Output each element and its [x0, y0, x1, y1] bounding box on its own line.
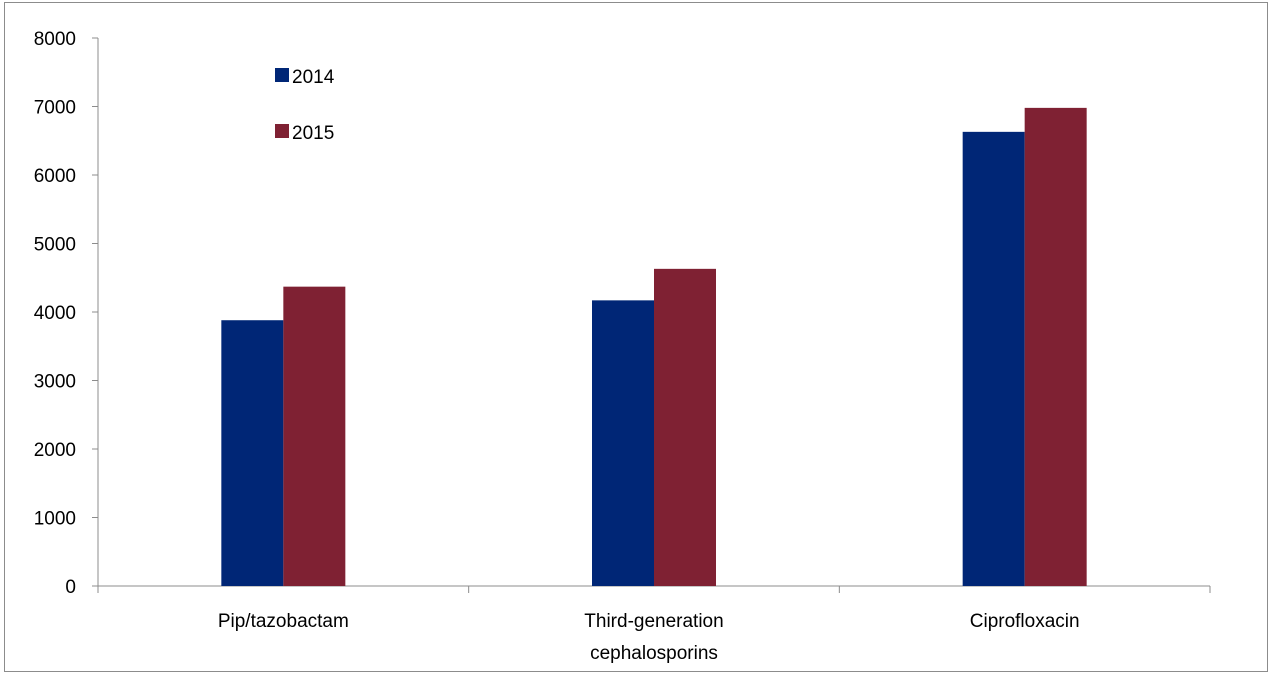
y-tick-label: 4000 — [34, 303, 76, 324]
y-tick-label: 7000 — [34, 98, 76, 119]
x-tick-label: Ciprofloxacin — [970, 611, 1080, 632]
legend-label: 2015 — [292, 123, 334, 144]
y-tick-label: 0 — [65, 577, 76, 598]
x-tick-label-line: Ciprofloxacin — [970, 611, 1080, 632]
legend: 2014 2015 — [275, 67, 335, 144]
legend-swatch — [275, 124, 289, 138]
bar-2014-2 — [962, 131, 1025, 586]
bar-2014-0 — [221, 320, 284, 586]
bar-2015-2 — [1024, 107, 1087, 587]
x-tick-label-line: Pip/tazobactam — [218, 611, 349, 632]
x-tick-label-line: cephalosporins — [590, 643, 718, 664]
x-tick-label-line: Third-generation — [584, 611, 723, 632]
legend-label: 2014 — [292, 67, 335, 88]
x-tick-label: Pip/tazobactam — [218, 611, 349, 632]
x-axis: Pip/tazobactam Third-generation cephalospo… — [97, 585, 1211, 664]
y-tick-label: 1000 — [34, 509, 76, 530]
bars — [221, 107, 1087, 587]
bar-2015-0 — [283, 286, 346, 586]
x-tick-label: Third-generation cephalosporins — [584, 611, 723, 664]
y-tick-label: 6000 — [34, 166, 76, 187]
bar-2014-1 — [592, 300, 654, 586]
y-axis: 0 1000 2000 3000 4000 5000 6000 7000 8000 — [34, 29, 99, 598]
bar-2015-1 — [654, 268, 716, 586]
y-tick-label: 2000 — [34, 440, 76, 461]
y-tick-label: 5000 — [34, 235, 76, 256]
y-tick-label: 3000 — [34, 372, 76, 393]
y-tick-label: 8000 — [34, 29, 76, 50]
legend-swatch — [275, 68, 289, 82]
